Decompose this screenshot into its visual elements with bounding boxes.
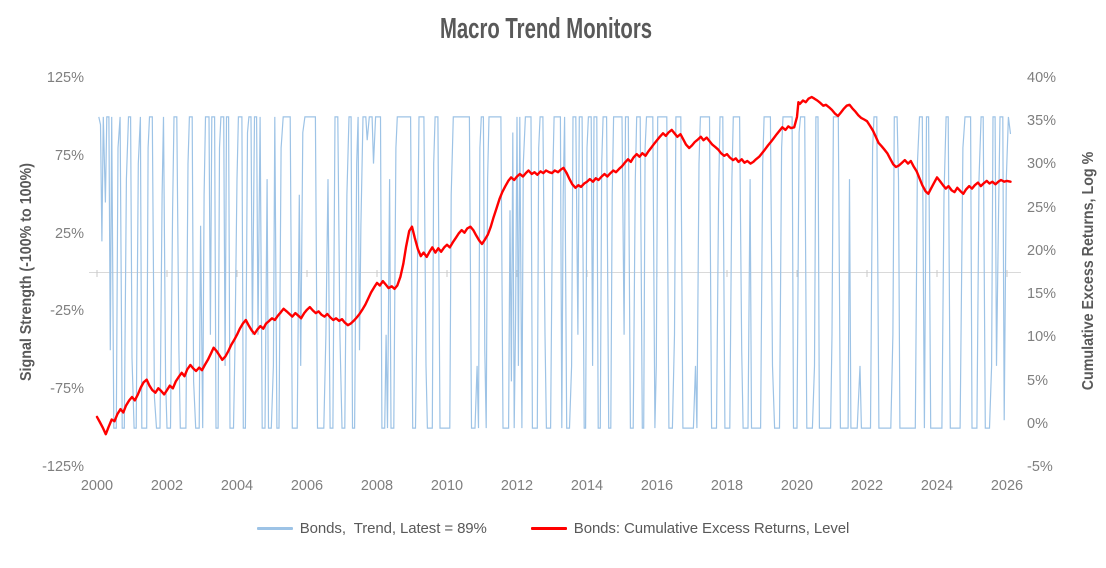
x-axis-tick-label: 2010 (430, 478, 464, 494)
left-axis-tick-label: -75% (50, 381, 84, 397)
x-axis-tick-label: 2008 (360, 478, 394, 494)
right-axis-tick-label: 15% (1027, 286, 1057, 302)
x-axis-tick-label: 2024 (920, 478, 954, 494)
right-axis-tick-label: 30% (1027, 156, 1057, 172)
left-axis-tick-label: 75% (54, 148, 84, 164)
trend-legend-swatch (256, 527, 293, 530)
x-axis-tick-label: 2004 (220, 478, 254, 494)
right-axis-tick-label: 40% (1027, 70, 1057, 86)
right-axis-tick-label: 20% (1027, 243, 1057, 259)
right-axis-tick-label: 0% (1027, 416, 1048, 432)
trend-legend-label: Bonds, Trend, Latest = 89% (299, 520, 487, 537)
right-axis-tick-label: 5% (1027, 373, 1048, 389)
legend-item-returns: Bonds: Cumulative Excess Returns, Level (530, 520, 850, 537)
chart-title: Macro Trend Monitors (439, 13, 653, 45)
x-axis-tick-label: 2006 (290, 478, 324, 494)
legend: Bonds, Trend, Latest = 89% Bonds: Cumula… (0, 520, 1106, 537)
left-axis-tick-label: 25% (54, 226, 84, 242)
left-axis-tick-label: -25% (50, 303, 84, 319)
left-axis-tick-label: 125% (46, 70, 84, 86)
returns-series-line (95, 95, 1012, 436)
x-axis-tick-label: 2026 (990, 478, 1024, 494)
right-axis-tick-label: 35% (1027, 113, 1057, 129)
returns-legend-label: Bonds: Cumulative Excess Returns, Level (573, 520, 850, 537)
x-axis-tick-label: 2016 (640, 478, 674, 494)
x-axis-tick-label: 2022 (850, 478, 884, 494)
right-axis-tick-label: 10% (1027, 329, 1057, 345)
x-axis-tick-label: 2018 (710, 478, 744, 494)
right-axis-tick-label: 25% (1027, 200, 1057, 216)
x-axis-tick-label: 2014 (570, 478, 604, 494)
left-axis-tick-label: -125% (42, 459, 84, 475)
x-axis-tick-label: 2002 (150, 478, 184, 494)
returns-legend-swatch (530, 527, 567, 530)
x-axis-tick-label: 2012 (500, 478, 534, 494)
right-axis-tick-label: -5% (1027, 459, 1053, 475)
x-axis-tick-label: 2020 (780, 478, 814, 494)
x-axis-tick-label: 2000 (80, 478, 114, 494)
trend-series-line (98, 116, 1012, 429)
legend-item-trend: Bonds, Trend, Latest = 89% (256, 520, 487, 537)
